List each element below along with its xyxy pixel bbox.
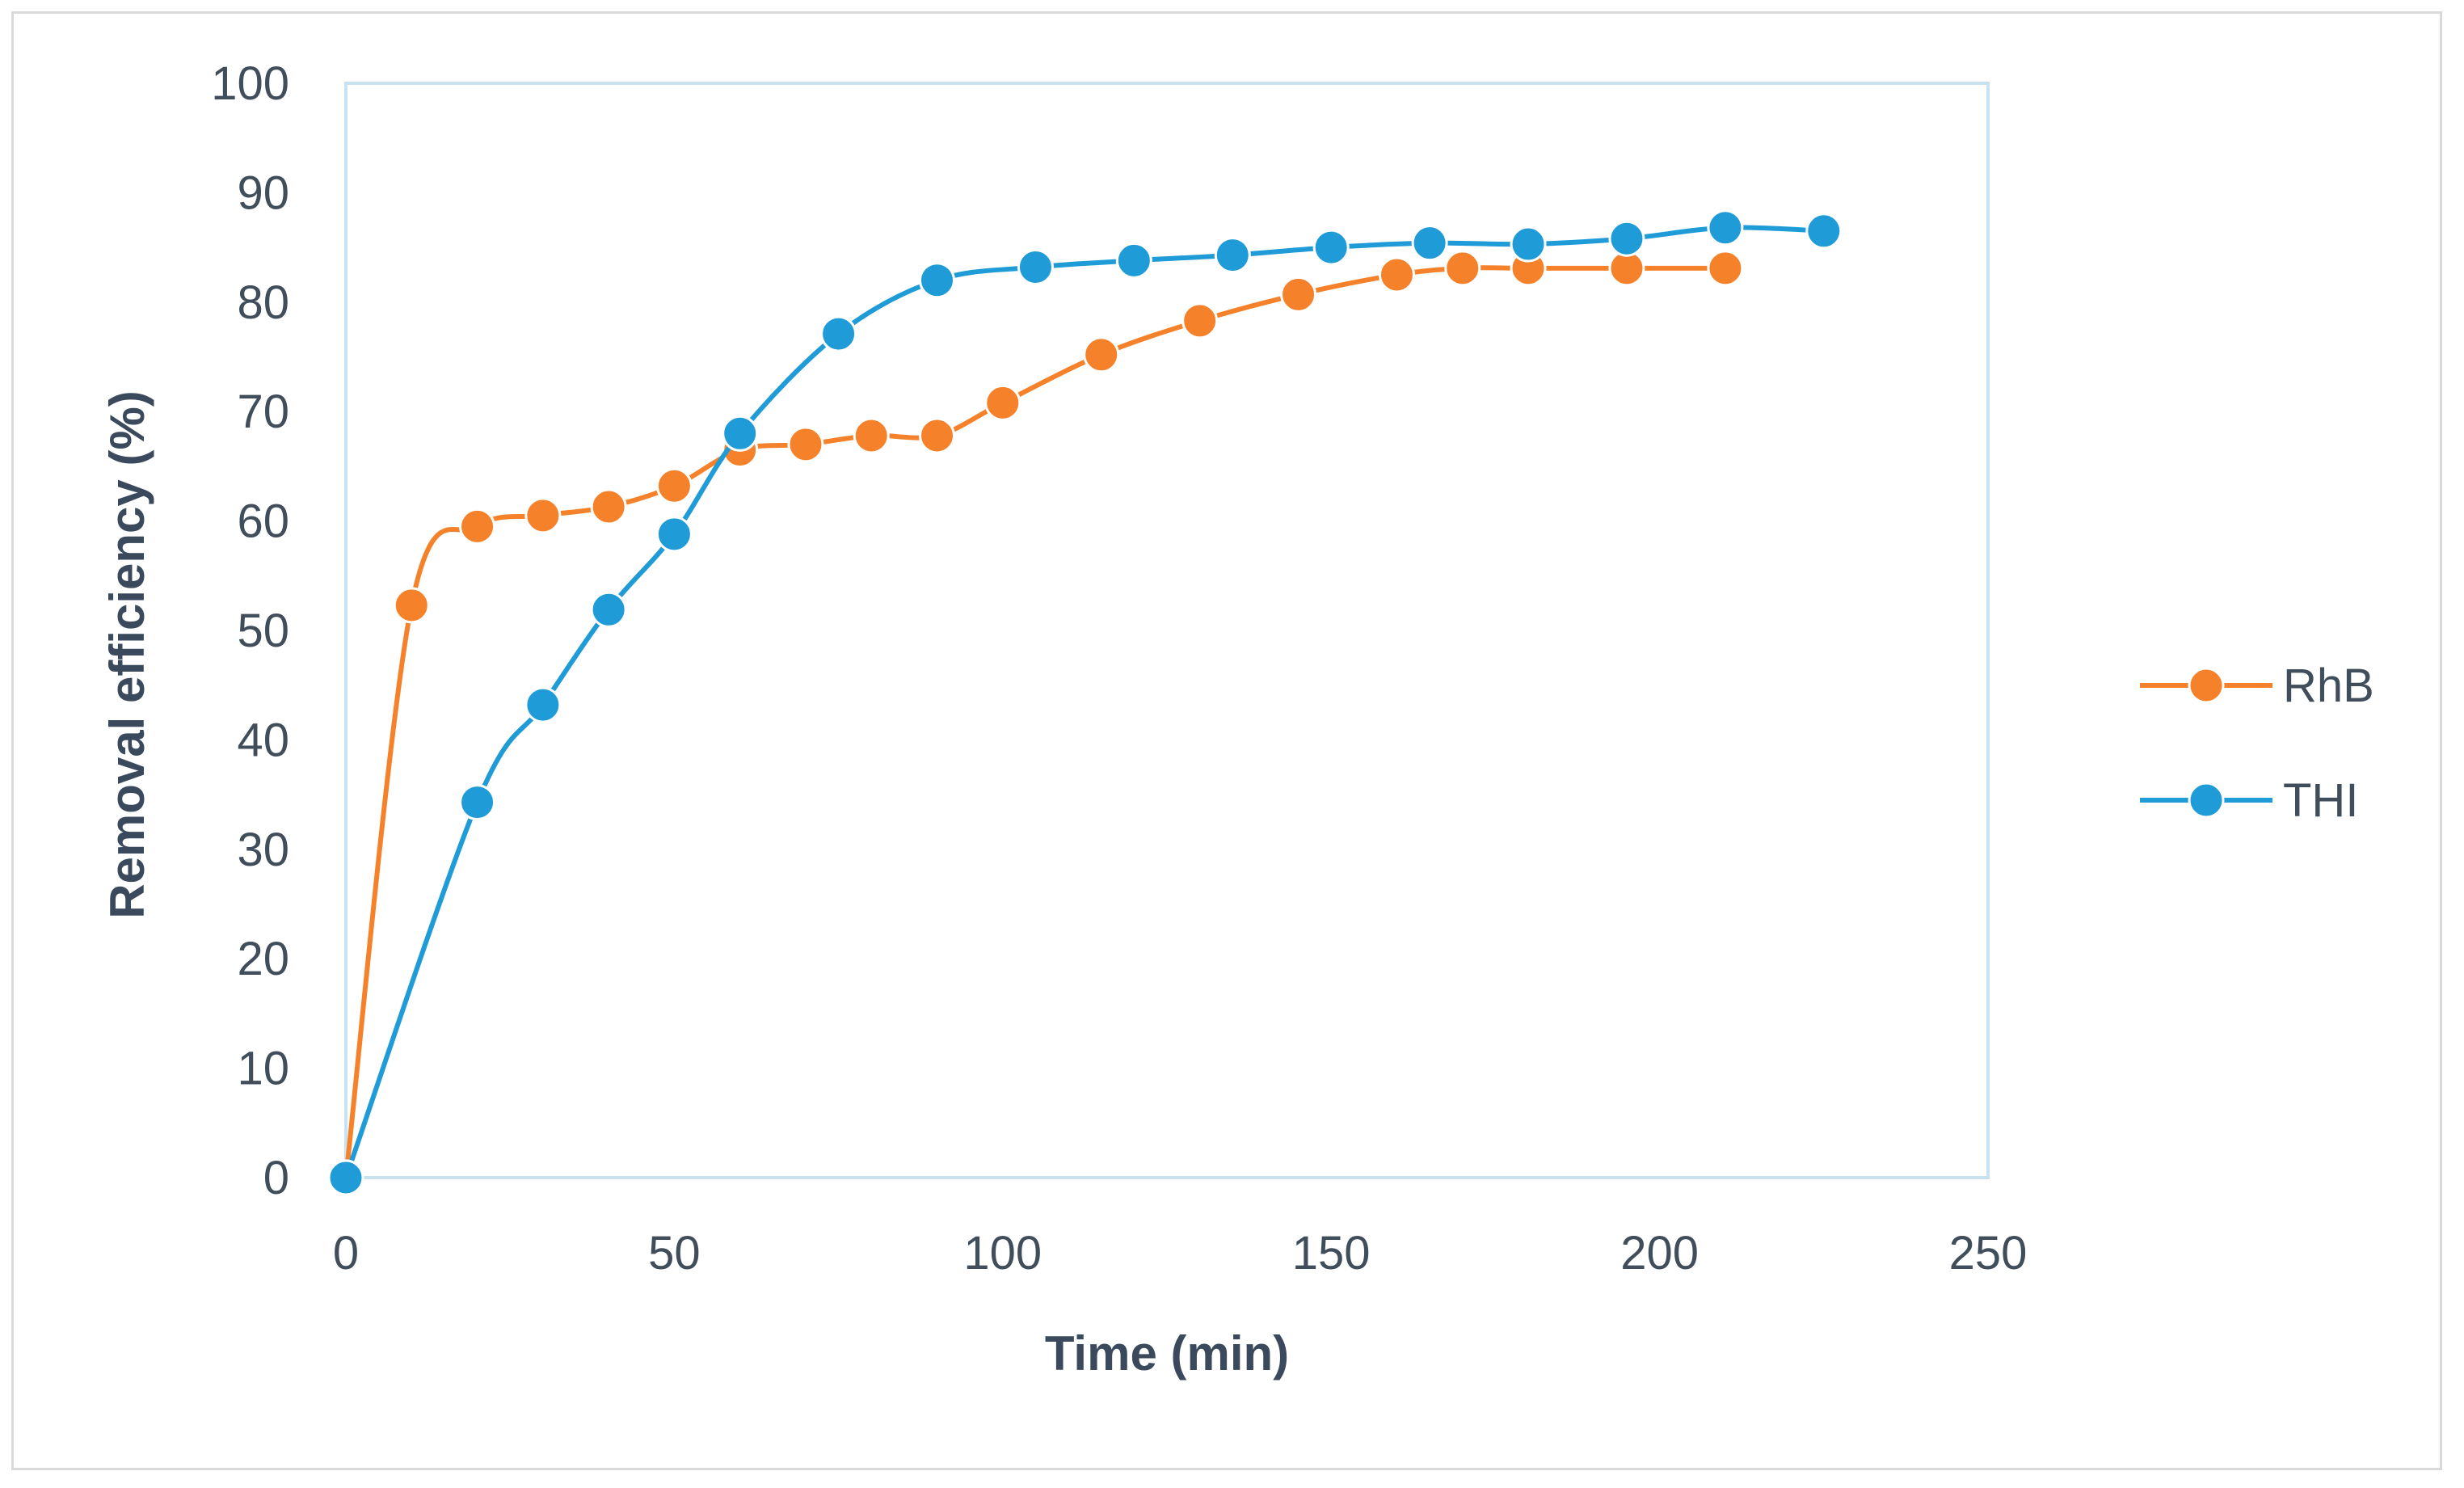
- data-point-thi: [327, 1159, 364, 1196]
- data-point-thi: [1707, 209, 1744, 247]
- data-point-thi: [655, 516, 693, 553]
- legend-item-rhb: RhB: [2140, 660, 2374, 712]
- x-axis-title: Time (min): [1045, 1326, 1289, 1381]
- data-point-thi: [820, 315, 857, 352]
- x-tick-label: 50: [648, 1227, 701, 1279]
- data-point-rhb: [1280, 276, 1317, 313]
- data-point-rhb: [919, 417, 956, 454]
- y-tick-label: 70: [237, 386, 289, 438]
- data-point-rhb: [1707, 250, 1744, 287]
- data-point-thi: [1017, 248, 1054, 285]
- legend: RhB THI: [2140, 660, 2374, 827]
- data-point-thi: [722, 415, 759, 452]
- y-tick-label: 60: [237, 495, 289, 548]
- data-point-rhb: [524, 497, 562, 534]
- x-tick-label: 150: [1292, 1227, 1371, 1279]
- legend-marker-rhb: [2188, 667, 2225, 704]
- y-tick-label: 0: [263, 1152, 289, 1204]
- x-tick-label: 200: [1620, 1227, 1699, 1279]
- y-axis-title: Removal efficiency (%): [100, 390, 154, 919]
- data-point-rhb: [1378, 256, 1415, 293]
- data-point-rhb: [1181, 302, 1219, 339]
- legend-label-rhb: RhB: [2283, 660, 2374, 712]
- data-point-thi: [1805, 213, 1843, 250]
- data-point-thi: [919, 262, 956, 299]
- data-point-thi: [1115, 242, 1152, 279]
- y-tick-label: 40: [237, 714, 289, 766]
- legend-marker-thi: [2188, 782, 2225, 819]
- data-point-rhb: [655, 467, 693, 504]
- data-point-thi: [1411, 225, 1448, 262]
- y-tick-label: 100: [211, 57, 289, 110]
- data-point-rhb: [393, 587, 430, 624]
- series-thi: [327, 209, 1843, 1196]
- data-point-thi: [1214, 237, 1251, 274]
- data-point-rhb: [984, 384, 1021, 421]
- data-point-thi: [590, 591, 627, 628]
- data-point-rhb: [1444, 250, 1481, 287]
- data-point-rhb: [1083, 336, 1120, 373]
- data-point-thi: [1510, 226, 1547, 263]
- y-axis-ticks: 0 10 20 30 40 50 60 70 80 90 100: [211, 57, 289, 1204]
- legend-item-thi: THI: [2140, 774, 2358, 827]
- x-tick-label: 100: [963, 1227, 1042, 1279]
- data-point-rhb: [590, 488, 627, 525]
- y-tick-label: 10: [237, 1043, 289, 1095]
- series-layer: [327, 209, 1843, 1196]
- legend-label-thi: THI: [2283, 774, 2358, 827]
- data-point-thi: [1312, 229, 1350, 266]
- data-point-thi: [1608, 220, 1645, 257]
- x-axis-ticks: 0 50 100 150 200 250: [333, 1227, 2028, 1279]
- data-point-rhb: [459, 508, 496, 545]
- data-point-rhb: [787, 426, 824, 463]
- data-point-rhb: [853, 417, 890, 454]
- data-point-thi: [524, 686, 562, 723]
- y-tick-label: 80: [237, 276, 289, 329]
- data-point-thi: [459, 784, 496, 821]
- y-tick-label: 50: [237, 605, 289, 657]
- y-tick-label: 90: [237, 167, 289, 219]
- x-tick-label: 0: [333, 1227, 359, 1279]
- x-tick-label: 250: [1949, 1227, 2028, 1279]
- y-tick-label: 20: [237, 933, 289, 985]
- y-tick-label: 30: [237, 824, 289, 876]
